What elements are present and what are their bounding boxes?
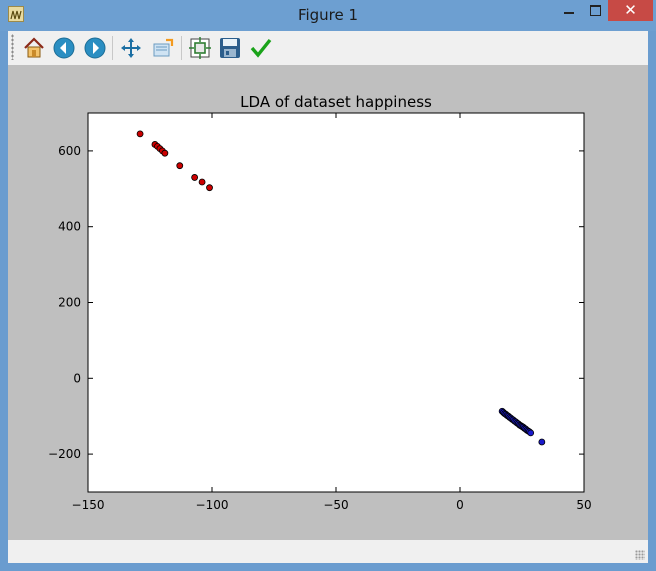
x-tick-label: −100 [196, 498, 229, 512]
minimize-button[interactable] [556, 0, 582, 21]
zoom-rect-icon [153, 38, 173, 56]
back-arrow-icon [53, 37, 74, 58]
status-bar [8, 540, 648, 563]
y-tick-label: 600 [58, 144, 81, 158]
window-title: Figure 1 [297, 6, 359, 24]
back-button[interactable] [50, 34, 77, 61]
resize-grip[interactable] [635, 550, 645, 560]
x-tick-label: −150 [72, 498, 105, 512]
data-point [161, 149, 169, 157]
figure-client-area: LDA of dataset happiness −150 −100 −50 0 50 −… [8, 31, 648, 563]
save-button[interactable] [216, 34, 243, 61]
data-point [191, 174, 199, 181]
forward-button[interactable] [81, 34, 108, 61]
save-disk-icon [219, 37, 240, 58]
toolbar-separator [112, 36, 113, 60]
pan-move-icon [120, 37, 141, 58]
x-tick-label: 50 [576, 498, 591, 512]
close-icon: ✕ [624, 1, 637, 19]
axes-area[interactable] [87, 112, 585, 493]
data-point [136, 130, 144, 138]
x-tick-label: 0 [456, 498, 464, 512]
data-point [206, 184, 213, 192]
toolbar-grip[interactable] [11, 34, 14, 60]
home-button[interactable] [20, 34, 47, 61]
data-point [538, 438, 546, 446]
y-tick-label: 200 [58, 296, 81, 310]
navigation-toolbar [8, 31, 648, 65]
configure-subplots-button[interactable] [186, 34, 213, 61]
pan-button[interactable] [117, 34, 144, 61]
title-bar[interactable]: Figure 1 ✕ [0, 0, 656, 31]
data-point [198, 178, 206, 186]
matplotlib-app-icon [8, 6, 24, 22]
maximize-button[interactable] [582, 0, 608, 21]
y-tick-label: 400 [58, 220, 81, 234]
edit-check-icon [250, 38, 271, 58]
forward-arrow-icon [84, 37, 105, 58]
close-button[interactable]: ✕ [608, 0, 653, 21]
toolbar-separator [181, 36, 182, 60]
chart-title: LDA of dataset happiness [240, 93, 432, 111]
y-tick-label: 0 [73, 371, 81, 385]
edit-axes-button[interactable] [247, 34, 274, 61]
scatter-plot[interactable]: LDA of dataset happiness −150 −100 −50 0 50 −… [8, 65, 648, 540]
home-icon [23, 36, 44, 57]
zoom-button[interactable] [149, 34, 176, 61]
figure-canvas[interactable]: LDA of dataset happiness −150 −100 −50 0 50 −… [8, 65, 648, 540]
configure-subplots-icon [188, 36, 211, 59]
data-point [176, 162, 184, 170]
y-tick-label: −200 [48, 447, 81, 461]
data-point [527, 429, 535, 437]
x-tick-label: −50 [323, 498, 348, 512]
